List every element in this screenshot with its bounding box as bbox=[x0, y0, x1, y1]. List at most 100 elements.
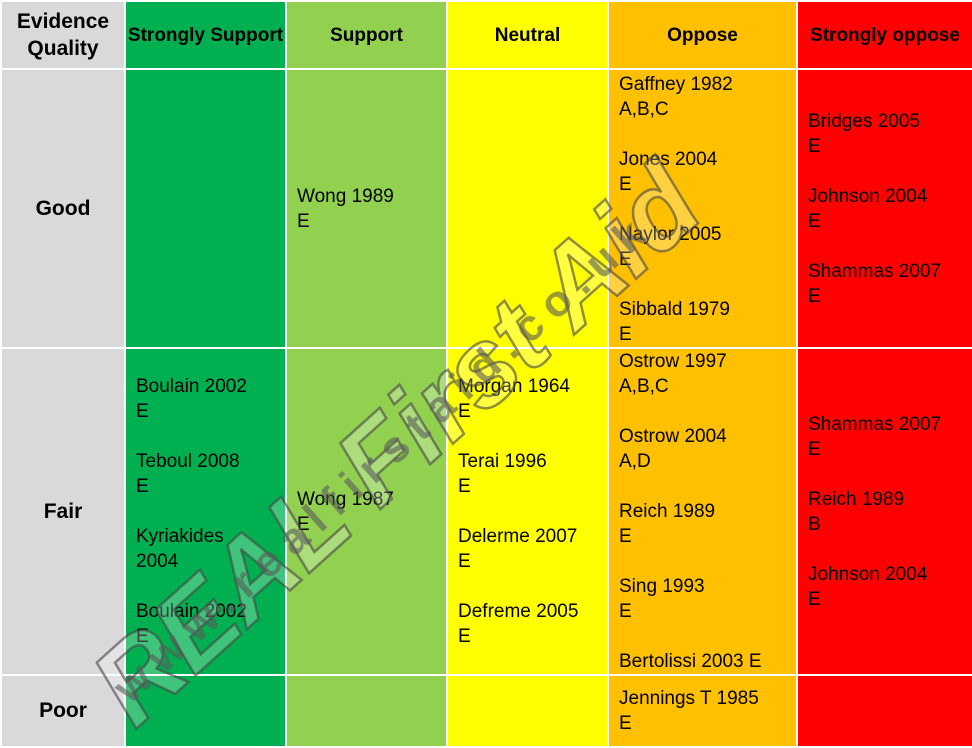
header-row: Evidence Quality Strongly Support Suppor… bbox=[0, 0, 972, 70]
citation-grade: A,D bbox=[619, 451, 651, 472]
citation-entry: Terai 1996 E bbox=[458, 449, 601, 499]
citation-reference: Gaffney 1982 bbox=[619, 74, 733, 95]
citation-reference: Terai 1996 bbox=[458, 451, 547, 472]
citation-reference: Shammas 2007 bbox=[808, 260, 942, 282]
citation-reference: Kyriakides bbox=[136, 526, 224, 547]
citation-grade: E bbox=[458, 626, 471, 647]
entry-list: Bridges 2005 E Johnson 2004 E Shammas 2007 E bbox=[799, 109, 971, 309]
cell-poor-support bbox=[285, 674, 448, 748]
citation-grade: A,B,C bbox=[619, 99, 669, 120]
citation-reference: Boulain 2002 bbox=[136, 601, 247, 622]
citation-grade: E bbox=[619, 324, 632, 345]
citation-reference: Ostrow 1997 bbox=[619, 351, 727, 372]
citation-entry: Bertolissi 2003 E bbox=[619, 649, 790, 673]
row-good: Good Wong 1989 E Gaffney 1982 A,B,C Jones 2… bbox=[0, 68, 972, 349]
cell-poor-strongly-support bbox=[124, 674, 287, 748]
citation-entry: Boulain 2002 E bbox=[136, 599, 279, 649]
cell-good-strongly-oppose: Bridges 2005 E Johnson 2004 E Shammas 2007 E bbox=[796, 68, 972, 349]
cell-poor-oppose: Jennings T 1985 E bbox=[607, 674, 798, 748]
citation-reference: Johnson 2004 bbox=[808, 185, 928, 207]
citation-reference: Jennings T 1985 bbox=[619, 688, 759, 709]
citation-entry: Boulain 2002 E bbox=[136, 374, 279, 424]
row-label-fair: Fair bbox=[0, 347, 126, 676]
citation-grade: E bbox=[808, 135, 821, 157]
citation-grade: E bbox=[808, 438, 821, 460]
header-neutral: Neutral bbox=[446, 0, 609, 70]
citation-grade: E bbox=[136, 476, 149, 497]
entry-list: Ostrow 1997 A,B,C Ostrow 2004 A,D Reich 1989… bbox=[610, 350, 795, 673]
header-strongly-support: Strongly Support bbox=[124, 0, 287, 70]
citation-entry: Wong 1989 E bbox=[297, 184, 440, 234]
citation-entry: Johnson 2004 E bbox=[808, 184, 966, 234]
row-poor: Poor Jennings T 1985 E bbox=[0, 674, 972, 748]
citation-grade: B bbox=[808, 513, 821, 535]
citation-entry: Reich 1989 E bbox=[619, 499, 790, 549]
citation-reference: Defreme 2005 bbox=[458, 601, 579, 622]
citation-entry: Defreme 2005 E bbox=[458, 599, 601, 649]
header-support: Support bbox=[285, 0, 448, 70]
citation-grade: E bbox=[619, 526, 632, 547]
entry-list: Morgan 1964 E Terai 1996 E Delerme 2007 E Defr… bbox=[449, 374, 606, 649]
citation-reference: Sibbald 1979 bbox=[619, 299, 730, 320]
cell-poor-strongly-oppose bbox=[796, 674, 972, 748]
citation-entry: Johnson 2004 E bbox=[808, 562, 966, 612]
row-fair: Fair Boulain 2002 E Teboul 2008 E Kyriakides… bbox=[0, 347, 972, 676]
citation-reference: Reich 1989 bbox=[619, 501, 716, 522]
entry-list: Jennings T 1985 E bbox=[610, 686, 795, 736]
cell-good-support: Wong 1989 E bbox=[285, 68, 448, 349]
citation-entry: Morgan 1964 E bbox=[458, 374, 601, 424]
cell-fair-strongly-oppose: Shammas 2007 E Reich 1989 B Johnson 2004 E bbox=[796, 347, 972, 676]
citation-entry: Bridges 2005 E bbox=[808, 109, 966, 159]
cell-fair-strongly-support: Boulain 2002 E Teboul 2008 E Kyriakides 2004 B… bbox=[124, 347, 287, 676]
citation-grade: E bbox=[619, 601, 632, 622]
citation-reference: Bridges 2005 bbox=[808, 110, 920, 132]
citation-reference: Johnson 2004 bbox=[808, 563, 928, 585]
citation-grade: E bbox=[808, 285, 821, 307]
entry-list: Gaffney 1982 A,B,C Jones 2004 E Naylor 2005 E… bbox=[610, 71, 795, 346]
citation-entry: Delerme 2007 E bbox=[458, 524, 601, 574]
citation-grade: E bbox=[297, 513, 310, 535]
citation-entry: Teboul 2008 E bbox=[136, 449, 279, 499]
citation-reference: Morgan 1964 bbox=[458, 376, 570, 397]
citation-reference: Sing 1993 bbox=[619, 576, 705, 597]
citation-entry: Ostrow 2004 A,D bbox=[619, 424, 790, 474]
entry-list: Boulain 2002 E Teboul 2008 E Kyriakides 2004 B… bbox=[127, 374, 284, 649]
entry-list: Shammas 2007 E Reich 1989 B Johnson 2004 E bbox=[799, 412, 971, 612]
citation-grade: E bbox=[619, 174, 632, 195]
citation-entry: Gaffney 1982 A,B,C bbox=[619, 72, 790, 122]
citation-entry: Ostrow 1997 A,B,C bbox=[619, 350, 790, 399]
citation-reference: Bertolissi 2003 E bbox=[619, 651, 762, 672]
citation-reference: Shammas 2007 bbox=[808, 413, 942, 435]
row-label-good: Good bbox=[0, 68, 126, 349]
citation-entry: Shammas 2007 E bbox=[808, 412, 966, 462]
citation-entry: Jennings T 1985 E bbox=[619, 686, 790, 736]
citation-reference: Boulain 2002 bbox=[136, 376, 247, 397]
citation-entry: Shammas 2007 E bbox=[808, 259, 966, 309]
citation-entry: Sibbald 1979 E bbox=[619, 297, 790, 346]
citation-entry: Wong 1987 E bbox=[297, 487, 440, 537]
header-strongly-oppose: Strongly oppose bbox=[796, 0, 972, 70]
citation-entry: Jones 2004 E bbox=[619, 147, 790, 197]
citation-grade: E bbox=[808, 588, 821, 610]
citation-entry: Kyriakides 2004 bbox=[136, 524, 279, 574]
citation-grade: E bbox=[458, 551, 471, 572]
citation-reference: Wong 1987 bbox=[297, 488, 394, 510]
citation-grade: E bbox=[619, 249, 632, 270]
cell-fair-support: Wong 1987 E bbox=[285, 347, 448, 676]
citation-reference: Wong 1989 bbox=[297, 185, 394, 207]
citation-grade: A,B,C bbox=[619, 376, 669, 397]
citation-reference: Naylor 2005 bbox=[619, 224, 722, 245]
citation-entry: Naylor 2005 E bbox=[619, 222, 790, 272]
citation-entry: Sing 1993 E bbox=[619, 574, 790, 624]
citation-grade: E bbox=[808, 210, 821, 232]
citation-reference: Teboul 2008 bbox=[136, 451, 240, 472]
citation-reference: Delerme 2007 bbox=[458, 526, 578, 547]
cell-fair-neutral: Morgan 1964 E Terai 1996 E Delerme 2007 E Defr… bbox=[446, 347, 609, 676]
citation-grade: E bbox=[136, 626, 149, 647]
citation-reference: Jones 2004 bbox=[619, 149, 718, 170]
citation-entry: Reich 1989 B bbox=[808, 487, 966, 537]
citation-grade: E bbox=[619, 713, 632, 734]
citation-grade: E bbox=[297, 210, 310, 232]
cell-good-neutral bbox=[446, 68, 609, 349]
